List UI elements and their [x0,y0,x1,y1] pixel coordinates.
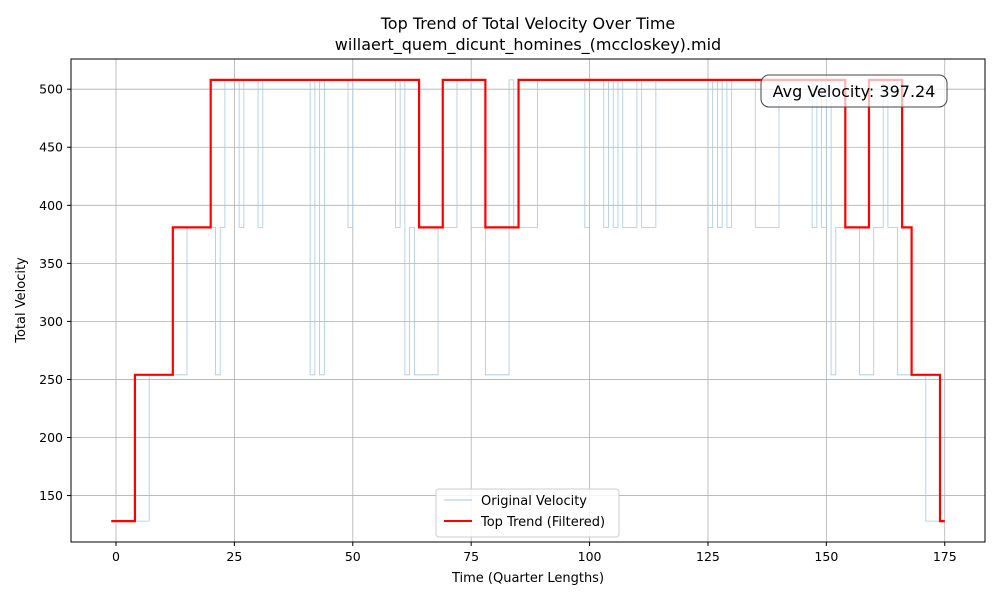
x-tick-label: 50 [345,549,361,564]
x-tick-label: 0 [112,549,120,564]
y-axis-label: Total Velocity [14,257,29,344]
y-tick-label: 400 [39,198,63,213]
y-tick-label: 500 [39,82,63,97]
x-tick-label: 150 [814,549,838,564]
legend-label-original: Original Velocity [481,494,587,509]
x-tick-label: 25 [226,549,242,564]
legend-label-trend: Top Trend (Filtered) [480,515,605,530]
legend: Original Velocity Top Trend (Filtered) [435,488,620,538]
x-tick-label: 75 [463,549,479,564]
y-tick-label: 250 [39,372,63,387]
original-velocity-line [111,79,945,522]
avg-velocity-text: Avg Velocity: 397.24 [773,82,936,101]
avg-velocity-annotation: Avg Velocity: 397.24 [760,74,948,108]
plot-area [111,78,945,523]
legend-box [435,488,620,538]
x-tick-label: 175 [933,549,957,564]
y-tick-label: 200 [39,430,63,445]
chart-title: Top Trend of Total Velocity Over Time [380,14,676,33]
top-trend-line [111,78,945,523]
y-axis-ticks: 150 200 250 300 350 400 450 500 [39,82,71,503]
y-tick-label: 300 [39,314,63,329]
x-axis-label: Time (Quarter Lengths) [451,571,604,586]
y-tick-label: 150 [39,488,63,503]
chart-subtitle: willaert_quem_dicunt_homines_(mccloskey)… [335,35,721,55]
annotation-box [760,74,948,108]
x-axis-ticks: 0 25 50 75 100 125 150 175 [112,542,957,564]
x-tick-label: 100 [578,549,602,564]
x-tick-label: 125 [696,549,720,564]
y-tick-label: 450 [39,140,63,155]
axes-frame [70,58,986,543]
y-tick-label: 350 [39,256,63,271]
